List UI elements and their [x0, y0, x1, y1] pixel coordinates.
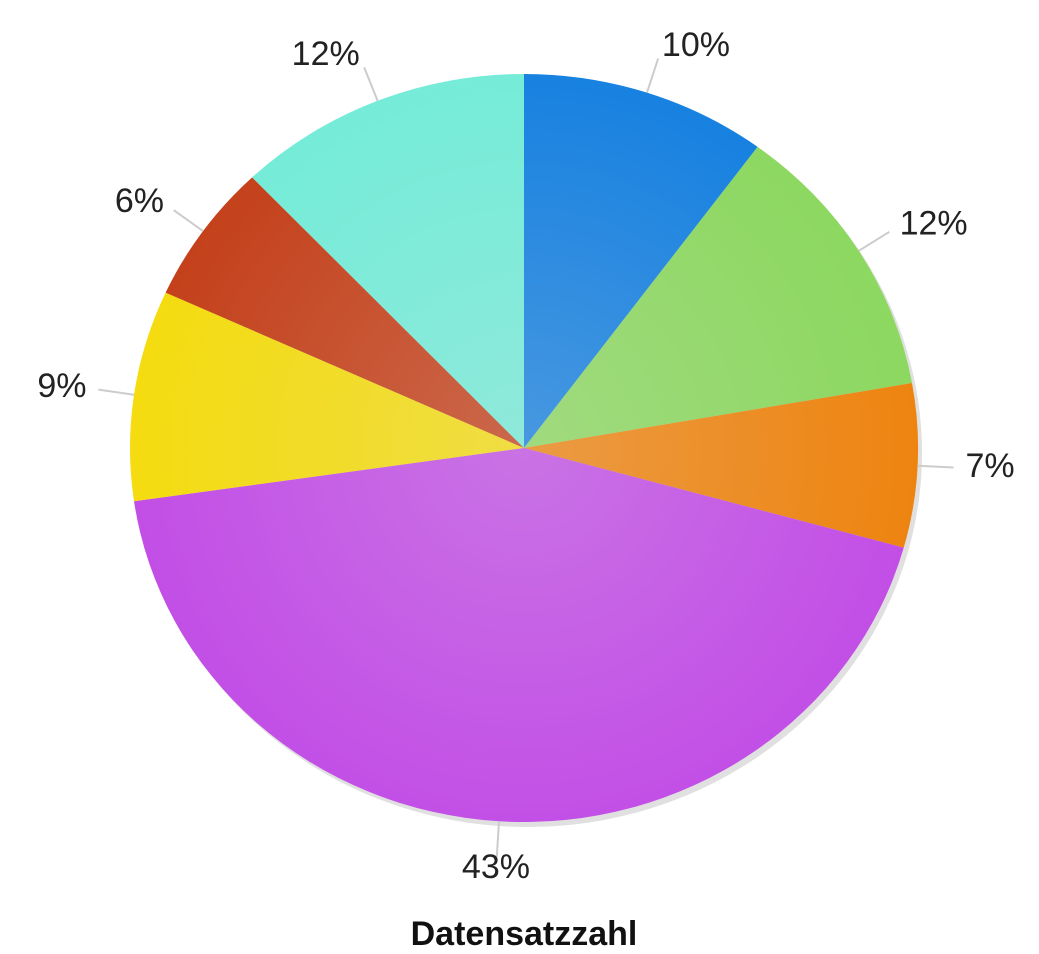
leader-line: [645, 58, 660, 93]
data-label: 9%: [37, 367, 86, 405]
pie-slice: [129, 292, 524, 502]
leader-line: [495, 821, 501, 858]
leader-line: [173, 209, 204, 232]
pie-slice: [524, 383, 919, 548]
leader-line: [917, 464, 954, 469]
leader-line: [98, 388, 135, 396]
pie-slice: [252, 74, 524, 448]
data-label: 7%: [965, 447, 1014, 485]
leader-line: [363, 66, 379, 102]
data-label: 12%: [292, 35, 360, 73]
chart-title: Datensatzzahl: [411, 915, 638, 953]
pie-slice: [524, 146, 913, 448]
data-label: 10%: [662, 26, 730, 64]
pie-slice: [165, 177, 525, 448]
data-label: 43%: [462, 848, 530, 886]
data-label: 6%: [115, 182, 164, 220]
pie-slice: [134, 448, 904, 822]
leader-line: [858, 230, 890, 252]
data-label: 12%: [900, 204, 968, 242]
pie-slice: [524, 74, 758, 448]
